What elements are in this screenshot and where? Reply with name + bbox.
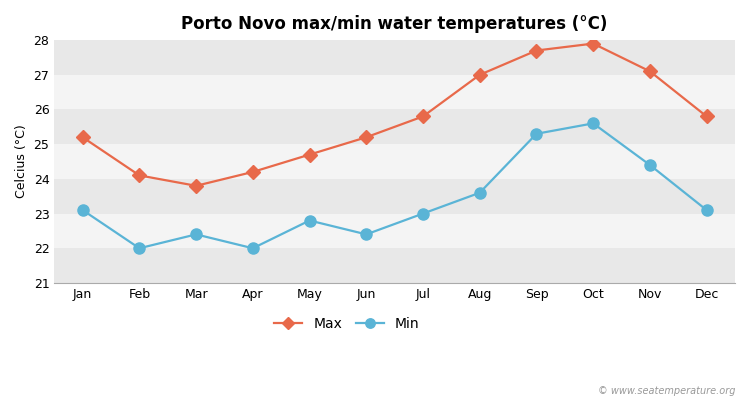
- Min: [532, 131, 541, 136]
- Bar: [54, 110, 735, 144]
- Max: [305, 152, 314, 157]
- Bar: [54, 75, 735, 110]
- Bar: [54, 144, 735, 179]
- Y-axis label: Celcius (°C): Celcius (°C): [15, 125, 28, 198]
- Min: [646, 162, 655, 167]
- Max: [646, 69, 655, 74]
- Max: [191, 184, 200, 188]
- Line: Min: Min: [77, 118, 712, 254]
- Max: [78, 135, 87, 140]
- Max: [476, 72, 484, 77]
- Max: [248, 170, 257, 174]
- Legend: Max, Min: Max, Min: [268, 312, 425, 337]
- Max: [362, 135, 370, 140]
- Max: [419, 114, 428, 119]
- Min: [135, 246, 144, 251]
- Min: [362, 232, 370, 237]
- Line: Max: Max: [78, 39, 712, 191]
- Min: [702, 208, 711, 212]
- Max: [135, 173, 144, 178]
- Min: [78, 208, 87, 212]
- Max: [532, 48, 541, 53]
- Min: [476, 190, 484, 195]
- Text: © www.seatemperature.org: © www.seatemperature.org: [598, 386, 735, 396]
- Min: [589, 121, 598, 126]
- Min: [191, 232, 200, 237]
- Min: [419, 211, 428, 216]
- Max: [702, 114, 711, 119]
- Bar: [54, 40, 735, 75]
- Bar: [54, 248, 735, 283]
- Bar: [54, 179, 735, 214]
- Min: [305, 218, 314, 223]
- Max: [589, 41, 598, 46]
- Bar: [54, 214, 735, 248]
- Min: [248, 246, 257, 251]
- Title: Porto Novo max/min water temperatures (°C): Porto Novo max/min water temperatures (°…: [182, 15, 608, 33]
